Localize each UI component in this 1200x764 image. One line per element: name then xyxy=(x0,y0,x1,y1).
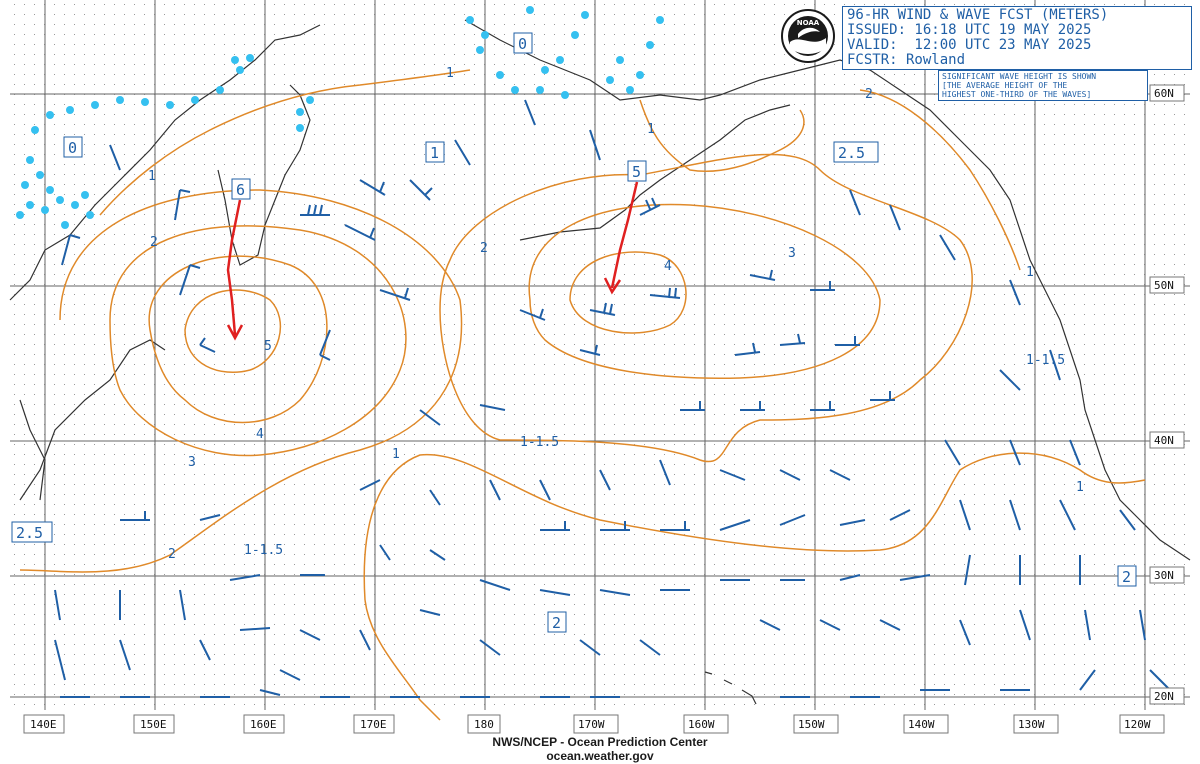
contour-label: 1-1.5 xyxy=(244,543,283,558)
contour-label: 1-1.5 xyxy=(1026,353,1065,368)
contour-label: 2 xyxy=(480,241,488,256)
contour-label: 1 xyxy=(1076,480,1084,495)
lat-label: 40N xyxy=(1154,434,1174,447)
lon-label: 160W xyxy=(688,718,715,731)
lon-label: 120W xyxy=(1124,718,1151,731)
contour-label: 2 xyxy=(168,547,176,562)
boxed-label-2-5-west: 2.5 xyxy=(16,524,43,542)
boxed-label-2-5-east: 2.5 xyxy=(838,144,865,162)
contour-2-gulf xyxy=(859,89,1021,271)
contour-label: 3 xyxy=(188,455,196,470)
boxed-labels: 0 0 1 6 5 2.5 2.5 2 2 xyxy=(11,32,1137,633)
boxed-label-6: 6 xyxy=(236,181,245,199)
wind-barbs xyxy=(54,99,1171,698)
valid-time: VALID: 12:00 UTC 23 MAY 2025 xyxy=(847,37,1092,53)
forecast-title: 96-HR WIND & WAVE FCST (METERS) xyxy=(847,7,1109,23)
korea-coast xyxy=(19,399,46,501)
hawaii-islands xyxy=(704,671,757,705)
contour-label: 4 xyxy=(256,427,264,442)
footer-agency: NWS/NCEP - Ocean Prediction Center xyxy=(492,735,708,749)
north-america-coast xyxy=(869,69,1191,561)
lon-label: 130W xyxy=(1018,718,1045,731)
contour-4-east xyxy=(569,251,687,334)
contour-label: 1 xyxy=(148,169,156,184)
noaa-logo: NOAA xyxy=(781,9,835,63)
forecast-header: 96-HR WIND & WAVE FCST (METERS) ISSUED: … xyxy=(842,6,1192,70)
lat-label: 60N xyxy=(1154,87,1174,100)
issued-time: ISSUED: 16:18 UTC 19 MAY 2025 xyxy=(847,22,1092,38)
contour-4 xyxy=(148,255,328,424)
contour-label: 1 xyxy=(446,66,454,81)
contour-1-east xyxy=(363,452,1146,601)
wave-height-note: SIGNIFICANT WAVE HEIGHT IS SHOWN [THE AV… xyxy=(938,70,1148,101)
lon-label: 180 xyxy=(474,718,494,731)
lon-label: 140E xyxy=(30,718,57,731)
lon-label: 140W xyxy=(908,718,935,731)
latitude-labels: 60N 50N 40N 30N 20N xyxy=(1149,84,1185,705)
lat-label: 50N xyxy=(1154,279,1174,292)
contour-5 xyxy=(184,289,282,374)
alaska-coast xyxy=(464,19,871,101)
forecaster: FCSTR: Rowland xyxy=(847,52,966,68)
storm-track-west-head xyxy=(226,324,244,341)
note-line: [THE AVERAGE HEIGHT OF THE xyxy=(942,81,1068,90)
storm-tracks xyxy=(226,181,639,341)
noaa-logo-text: NOAA xyxy=(797,19,820,27)
storm-track-east xyxy=(610,181,639,289)
contour-label: 3 xyxy=(788,246,796,261)
lon-label: 170W xyxy=(578,718,605,731)
contour-label: 2 xyxy=(150,235,158,250)
contour-1-west xyxy=(99,69,471,216)
sea-ice xyxy=(16,6,664,229)
lon-label: 150W xyxy=(798,718,825,731)
contour-label: 1 xyxy=(647,122,655,137)
coastlines xyxy=(9,19,1191,705)
contour-label: 1-1.5 xyxy=(520,435,559,450)
contour-label: 5 xyxy=(264,339,272,354)
boxed-label-5: 5 xyxy=(632,163,641,181)
lon-label: 160E xyxy=(250,718,277,731)
contour-3-east xyxy=(528,203,881,379)
contour-2-west xyxy=(19,189,463,573)
boxed-label-0-north: 0 xyxy=(518,35,527,53)
contour-2-east xyxy=(439,153,973,463)
kamchatka-coast xyxy=(217,84,311,266)
contour-3 xyxy=(109,225,407,457)
lat-label: 20N xyxy=(1154,690,1174,703)
boxed-label-1: 1 xyxy=(430,144,439,162)
note-line: HIGHEST ONE-THIRD OF THE WAVES] xyxy=(942,90,1092,99)
contour-1-alaska xyxy=(639,99,805,173)
storm-track-east-head xyxy=(603,277,622,295)
boxed-label-2-center: 2 xyxy=(552,614,561,632)
footer-url: ocean.weather.gov xyxy=(546,749,654,763)
boxed-label-2-east: 2 xyxy=(1122,568,1131,586)
lon-label: 150E xyxy=(140,718,167,731)
boxed-label-0-west: 0 xyxy=(68,139,77,157)
contour-labels: 1 1 1 2 2 2 3 3 4 4 5 1 1 1 2 1-1.5 1-1.… xyxy=(148,66,1084,562)
lat-label: 30N xyxy=(1154,569,1174,582)
wave-contours xyxy=(19,69,1146,721)
japan-coast xyxy=(19,339,166,501)
note-line: SIGNIFICANT WAVE HEIGHT IS SHOWN xyxy=(942,72,1097,81)
storm-track-west xyxy=(226,199,242,336)
aleutian-chain xyxy=(519,104,791,241)
longitude-labels: 140E 150E 160E 170E 180 170W 160W 150W 1… xyxy=(23,714,1165,734)
contour-label: 4 xyxy=(664,259,672,274)
contour-label: 2 xyxy=(865,87,873,102)
lon-label: 170E xyxy=(360,718,387,731)
contour-label: 1 xyxy=(392,447,400,462)
contour-label: 1 xyxy=(1026,265,1034,280)
asia-coast xyxy=(9,24,321,301)
